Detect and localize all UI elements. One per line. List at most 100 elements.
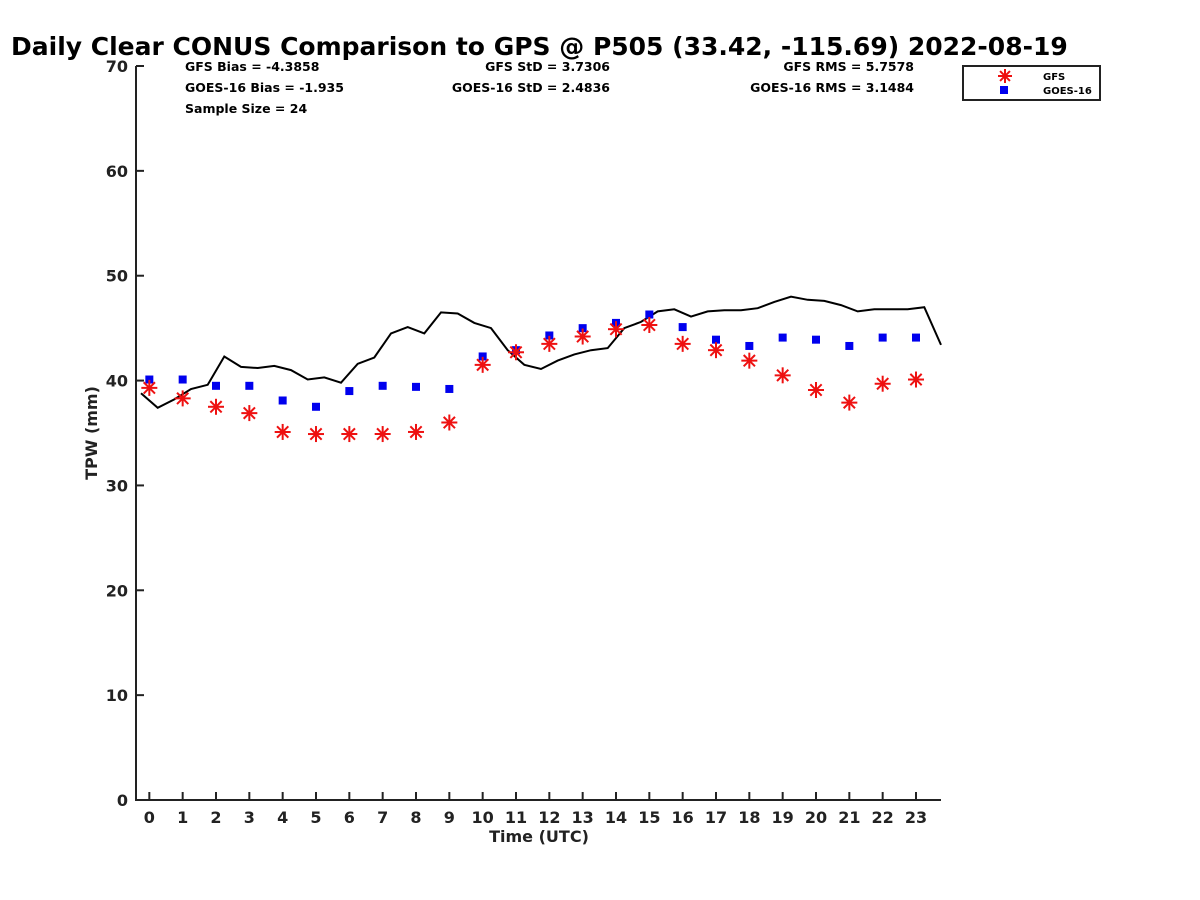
goes16-point [245, 381, 254, 390]
gfs-point [408, 423, 424, 440]
x-tick-label: 17 [705, 808, 727, 827]
legend-label-gfs: GFS [1043, 72, 1065, 83]
y-tick-label: 60 [106, 162, 128, 181]
gfs-point [441, 414, 458, 431]
chart-title: Daily Clear CONUS Comparison to GPS @ P5… [11, 32, 1068, 61]
gfs-point [541, 335, 558, 352]
goes16-point [178, 375, 187, 384]
goes16-point [145, 375, 154, 384]
goes16-point [412, 382, 420, 391]
goes16-point [912, 333, 920, 342]
gfs-point [374, 426, 391, 443]
x-tick-label: 21 [838, 808, 860, 827]
y-tick-label: 10 [106, 686, 128, 705]
gfs-point [608, 321, 624, 338]
gfs-point [808, 382, 824, 399]
x-tick-label: 16 [672, 808, 694, 827]
goes16-point [312, 402, 320, 411]
x-tick-label: 2 [210, 808, 221, 827]
goes16-point [445, 384, 454, 393]
gfs-point [308, 426, 324, 443]
gfs-point [708, 342, 724, 359]
goes-bias-stat: GOES-16 Bias = -1.935 [185, 80, 344, 95]
y-tick-label: 30 [106, 476, 128, 495]
y-tick-label: 20 [106, 581, 128, 600]
goes16-point [345, 387, 354, 396]
gfs-legend-marker [998, 69, 1012, 83]
gfs-rms-stat: GFS RMS = 5.7578 [783, 59, 914, 74]
legend: GFS GOES-16 [962, 65, 1101, 101]
gfs-point [474, 356, 491, 373]
x-tick-label: 4 [277, 808, 288, 827]
asterisk-marker-icon [998, 69, 1012, 83]
gfs-std-stat: GFS StD = 3.7306 [485, 59, 610, 74]
x-tick-label: 0 [144, 808, 155, 827]
series-line-gps [140, 295, 942, 409]
series-layer [140, 295, 942, 443]
gfs-point [241, 405, 258, 422]
gfs-point [841, 394, 858, 411]
gfs-point [141, 379, 158, 396]
y-axis-label: TPW (mm) [82, 386, 101, 480]
gfs-point [274, 423, 291, 440]
legend-label-goes: GOES-16 [1043, 86, 1092, 97]
gfs-point [641, 316, 658, 333]
y-tick-label: 0 [117, 791, 128, 810]
goes-rms-stat: GOES-16 RMS = 3.1484 [750, 80, 914, 95]
x-tick-label: 14 [605, 808, 627, 827]
goes16-point [478, 352, 487, 361]
sample-size-stat: Sample Size = 24 [185, 101, 307, 116]
x-tick-label: 1 [177, 808, 188, 827]
gfs-point [208, 398, 224, 415]
goes16-point [878, 333, 887, 342]
legend-box [962, 65, 1101, 101]
x-tick-label: 11 [505, 808, 527, 827]
goes16-point [212, 381, 220, 390]
gfs-point [574, 328, 591, 345]
y-tick-label: 40 [106, 372, 128, 391]
goes16-point [812, 335, 820, 344]
gfs-point [774, 367, 791, 384]
x-tick-label: 22 [872, 808, 894, 827]
x-tick-label: 7 [377, 808, 388, 827]
x-tick-label: 13 [572, 808, 594, 827]
goes16-point [745, 341, 754, 350]
x-tick-label: 12 [538, 808, 560, 827]
x-axis-ticks: 0 1 2 3 4 5 6 7 8 9 10 11 12 13 14 15 16 17 18 19 20 21 22 23 [144, 792, 927, 827]
x-tick-label: 10 [472, 808, 494, 827]
x-tick-label: 18 [738, 808, 760, 827]
gfs-point [341, 426, 358, 443]
y-axis-ticks: 0 10 20 30 40 50 60 70 [106, 57, 144, 810]
gfs-point [741, 352, 758, 369]
goes16-point [578, 324, 587, 333]
gfs-point [174, 390, 191, 407]
y-tick-label: 70 [106, 57, 128, 76]
gfs-point [674, 335, 691, 352]
goes16-point [845, 341, 854, 350]
x-tick-label: 20 [805, 808, 827, 827]
x-tick-label: 8 [410, 808, 421, 827]
gfs-point [508, 344, 524, 361]
x-tick-label: 15 [638, 808, 660, 827]
goes16-point [378, 381, 387, 390]
goes16-point [678, 323, 687, 332]
x-tick-label: 6 [344, 808, 355, 827]
stats-block: GFS Bias = -4.3858 GOES-16 Bias = -1.935… [185, 59, 914, 116]
goes16-point [712, 335, 720, 344]
x-tick-label: 3 [244, 808, 255, 827]
gfs-point [908, 371, 924, 388]
goes16-point [778, 333, 787, 342]
goes16-point [278, 396, 287, 405]
goes16-point [545, 331, 554, 340]
x-tick-label: 9 [444, 808, 455, 827]
x-tick-label: 23 [905, 808, 927, 827]
x-tick-label: 19 [772, 808, 794, 827]
goes-std-stat: GOES-16 StD = 2.4836 [452, 80, 610, 95]
x-axis-label: Time (UTC) [489, 827, 589, 846]
x-tick-label: 5 [310, 808, 321, 827]
y-tick-label: 50 [106, 267, 128, 286]
goes16-point [645, 310, 654, 319]
gfs-bias-stat: GFS Bias = -4.3858 [185, 59, 319, 74]
